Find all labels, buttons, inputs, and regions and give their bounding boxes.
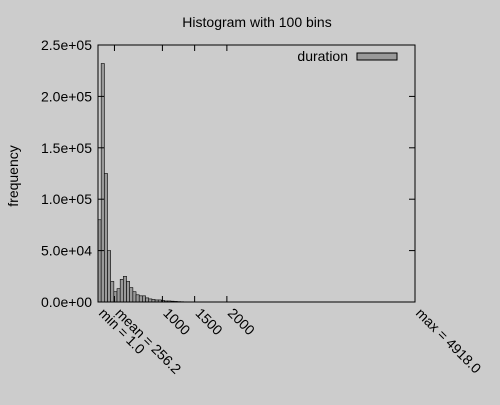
chart-title: Histogram with 100 bins xyxy=(182,14,331,30)
histogram-bar xyxy=(139,296,142,302)
histogram-bar xyxy=(142,296,145,302)
y-tick-label: 5.0e+04 xyxy=(41,243,92,259)
histogram-bar xyxy=(101,64,104,303)
histogram-bar xyxy=(127,281,130,302)
plot-frame xyxy=(98,45,415,302)
histogram-bar xyxy=(104,174,107,303)
histogram-bar xyxy=(108,251,111,302)
y-tick-label: 1.0e+05 xyxy=(41,191,92,207)
x-tick-label: max = 4918.0 xyxy=(413,305,485,377)
legend-swatch-duration xyxy=(357,53,397,60)
legend: duration xyxy=(297,48,397,64)
histogram-bar xyxy=(130,288,133,302)
histogram-bar xyxy=(133,292,136,302)
y-tick-label: 0.0e+00 xyxy=(41,294,92,310)
histogram-bar xyxy=(111,281,114,302)
x-tick-label: 1000 xyxy=(160,305,193,338)
y-tick-label: 1.5e+05 xyxy=(41,140,92,156)
y-axis-label: frequency xyxy=(5,145,21,206)
y-tick-label: 2.0e+05 xyxy=(41,88,92,104)
bars-group xyxy=(98,64,193,303)
y-tick-label: 2.5e+05 xyxy=(41,37,92,53)
x-tick-label: 2000 xyxy=(225,305,258,338)
histogram-bar xyxy=(120,279,123,302)
histogram-bar xyxy=(136,295,139,302)
histogram-bar xyxy=(123,276,126,302)
histogram-bar xyxy=(146,298,149,302)
histogram-bar xyxy=(117,289,120,302)
y-axis-ticks: 0.0e+00 5.0e+04 1.0e+05 1.5e+05 2.0e+05 2.5e+… xyxy=(41,37,415,310)
x-tick-label: 1500 xyxy=(193,305,226,338)
legend-label-duration: duration xyxy=(297,48,348,64)
